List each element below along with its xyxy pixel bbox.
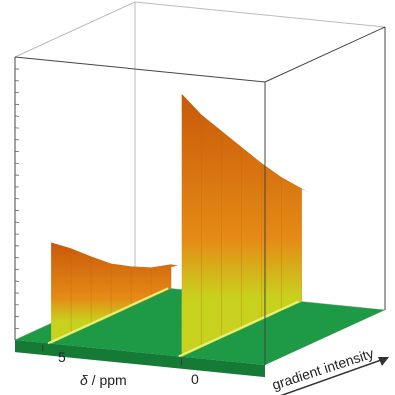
peak-base-1: [178, 300, 300, 358]
front-edge-1: [14, 56, 266, 83]
x-tick-label-5: 5: [58, 349, 66, 365]
x-axis-symbol: δ: [80, 372, 88, 388]
peak-base-0: [47, 287, 169, 345]
x-axis-title: δ / ppm: [80, 372, 127, 388]
y-axis-arrow: [280, 357, 389, 395]
x-axis-unit: / ppm: [88, 372, 127, 388]
back-edge-4: [14, 1, 136, 58]
x-tick-label-0: 0: [191, 371, 199, 387]
back-edge-1: [134, 1, 386, 28]
floor-front-edge: [15, 340, 265, 378]
peak-surfaces: [47, 93, 309, 358]
x-axis-ticks: [14, 68, 183, 365]
front-edge-4: [264, 26, 386, 83]
